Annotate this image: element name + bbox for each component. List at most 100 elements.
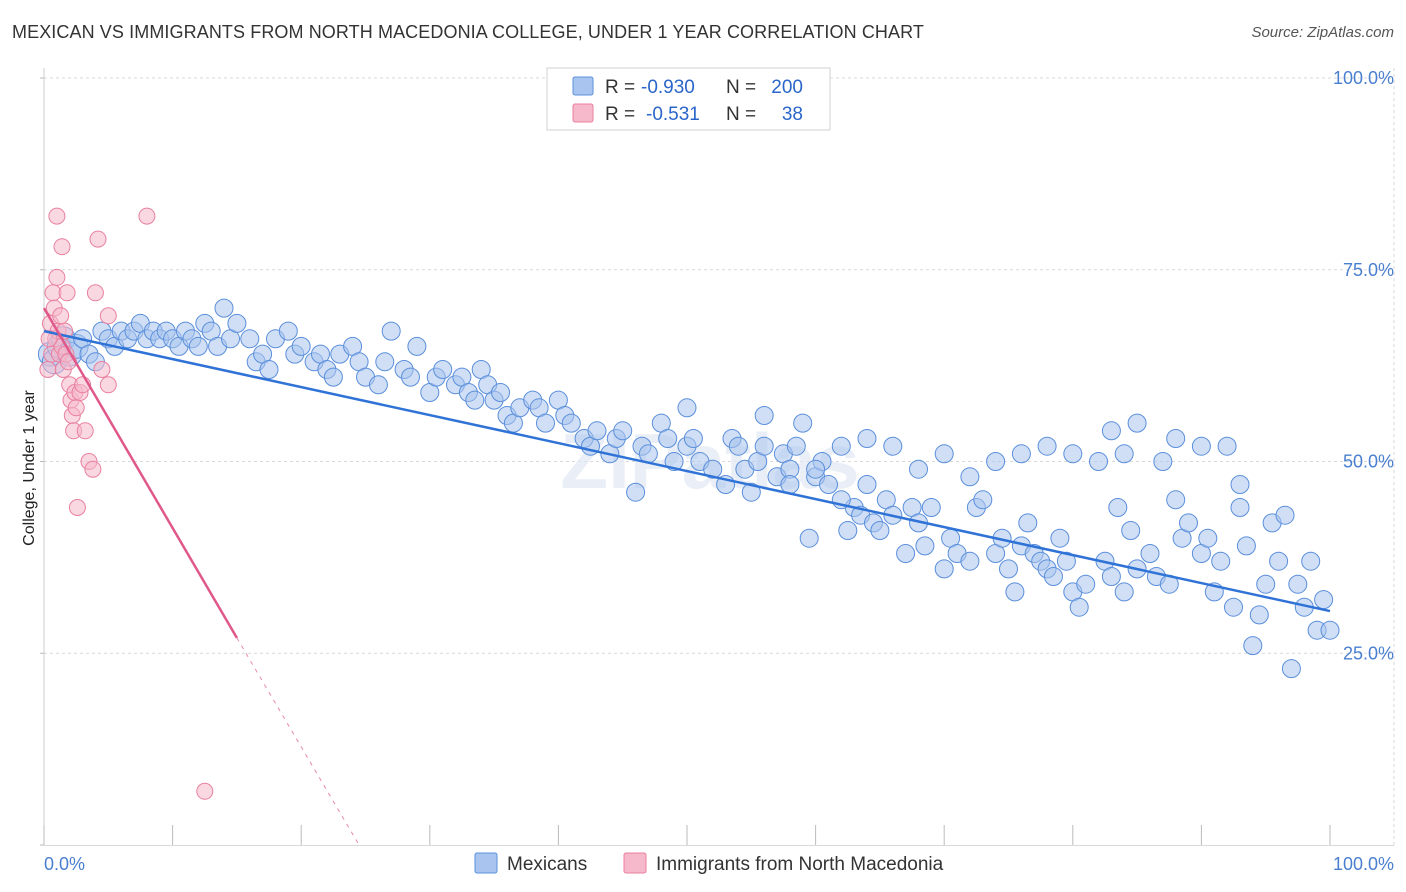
mexicans-point xyxy=(870,521,890,540)
mexicans-point xyxy=(1224,597,1243,617)
y-tick-label-50: 50.0% xyxy=(1343,452,1394,472)
mexicans-point xyxy=(561,413,581,433)
bottom-legend: Mexicans Immigrants from North Macedonia xyxy=(474,852,944,875)
macedonia-point xyxy=(84,460,102,478)
macedonia-point xyxy=(89,230,107,248)
bottom-legend-label-mexicans: Mexicans xyxy=(507,854,587,875)
mexicans-point xyxy=(1005,582,1025,602)
mexicans-point xyxy=(973,490,993,510)
mexicans-point xyxy=(214,298,234,318)
legend-n-label-mexicans: N = xyxy=(726,77,756,98)
mexicans-point xyxy=(1011,444,1031,464)
macedonia-point xyxy=(52,307,70,325)
mexicans-point xyxy=(857,429,877,448)
mexicans-point xyxy=(1211,551,1231,571)
legend-n-value-macedonia: 38 xyxy=(782,104,803,125)
mexicans-point xyxy=(1050,528,1070,548)
mexicans-point xyxy=(999,559,1018,579)
macedonia-point xyxy=(40,330,58,348)
mexicans-point xyxy=(896,544,916,563)
y-tick-label-75: 75.0% xyxy=(1343,260,1394,280)
mexicans-point xyxy=(1314,590,1334,610)
mexicans-point xyxy=(240,329,260,349)
macedonia-point xyxy=(39,361,57,378)
legend-n-label-macedonia: N = xyxy=(726,104,756,125)
mexicans-point xyxy=(664,452,684,471)
mexicans-point xyxy=(703,459,723,479)
mexicans-point xyxy=(1108,498,1128,517)
mexicans-point xyxy=(1069,597,1089,617)
macedonia-point xyxy=(67,399,85,417)
mexicans-point xyxy=(1256,574,1276,594)
points-layer xyxy=(37,207,1340,800)
macedonia-point xyxy=(99,376,117,394)
mexicans-point xyxy=(375,352,395,372)
mexicans-point xyxy=(793,413,813,433)
bottom-legend-swatch-macedonia xyxy=(623,852,647,874)
mexicans-point xyxy=(433,360,453,379)
mexicans-point xyxy=(465,390,485,410)
mexicans-point xyxy=(227,313,247,333)
y-tick-label-25: 25.0% xyxy=(1343,643,1394,663)
y-tick-label-100: 100.0% xyxy=(1333,68,1394,88)
mexicans-point xyxy=(1076,574,1096,594)
x-tick-label-100: 100.0% xyxy=(1333,854,1394,874)
mexicans-point xyxy=(728,436,748,456)
x-tick-label-0: 0.0% xyxy=(44,854,85,874)
macedonia-point xyxy=(58,284,76,302)
mexicans-point xyxy=(1037,436,1057,456)
mexicans-point xyxy=(683,429,703,448)
mexicans-point xyxy=(1101,421,1121,441)
macedonia-trend-extension xyxy=(236,637,360,846)
mexicans-point xyxy=(401,367,420,387)
mexicans-point xyxy=(960,551,980,571)
legend-r-value-mexicans: -0.930 xyxy=(641,77,695,98)
mexicans-point xyxy=(1230,475,1250,494)
mexicans-point xyxy=(1191,436,1211,456)
macedonia-point xyxy=(86,284,104,302)
mexicans-point xyxy=(1140,544,1160,563)
mexicans-point xyxy=(960,467,980,487)
axis-layer xyxy=(40,68,1331,846)
legend-swatch-mexicans xyxy=(572,76,594,96)
mexicans-trend-line xyxy=(43,329,1331,613)
mexicans-point xyxy=(1056,551,1076,571)
legend-n-value-mexicans: 200 xyxy=(771,77,803,98)
mexicans-point xyxy=(786,436,806,456)
mexicans-point xyxy=(323,367,343,387)
grid-layer: 100.0% 75.0% 50.0% 25.0% xyxy=(44,68,1395,846)
mexicans-point xyxy=(909,459,928,479)
mexicans-point xyxy=(1179,513,1198,533)
mexicans-point xyxy=(1101,567,1121,586)
mexicans-point xyxy=(741,482,761,502)
mexicans-point xyxy=(934,559,954,579)
bottom-legend-swatch-mexicans xyxy=(474,852,498,874)
mexicans-point xyxy=(986,452,1006,471)
mexicans-point xyxy=(883,436,903,456)
mexicans-point xyxy=(1166,490,1186,510)
mexicans-point xyxy=(259,360,279,379)
legend-r-label-macedonia: R = xyxy=(605,104,635,125)
mexicans-point xyxy=(831,436,851,456)
legend-r-value-macedonia: -0.531 xyxy=(646,104,700,125)
mexicans-point xyxy=(278,321,298,341)
mexicans-point xyxy=(1114,444,1134,464)
mexicans-point xyxy=(368,375,388,395)
mexicans-point xyxy=(1166,429,1186,448)
mexicans-point xyxy=(626,482,646,502)
mexicans-point xyxy=(1044,567,1063,586)
mexicans-point xyxy=(188,336,208,356)
mexicans-point xyxy=(1230,498,1250,517)
mexicans-point xyxy=(838,521,858,540)
mexicans-point xyxy=(1121,521,1141,540)
mexicans-point xyxy=(780,475,800,494)
mexicans-point xyxy=(754,436,774,456)
mexicans-point xyxy=(658,429,678,448)
mexicans-point xyxy=(1249,605,1269,625)
macedonia-point xyxy=(99,307,117,325)
mexicans-point xyxy=(491,383,510,402)
mexicans-point xyxy=(1281,659,1301,679)
mexicans-point xyxy=(536,413,555,433)
mexicans-point xyxy=(1153,452,1173,471)
